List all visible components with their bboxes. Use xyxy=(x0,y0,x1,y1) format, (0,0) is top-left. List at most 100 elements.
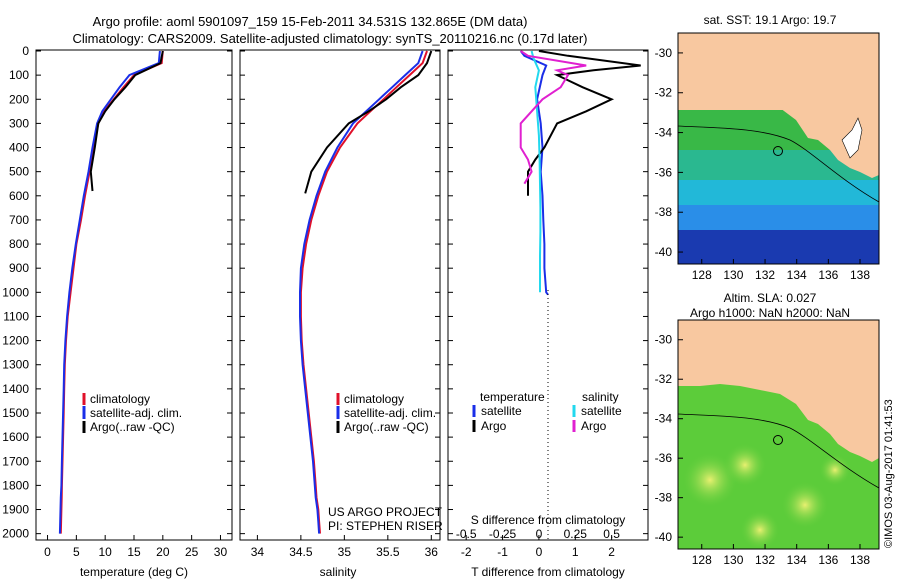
legend-argo-label: Argo(..raw -QC) xyxy=(90,420,175,434)
lon-tick-label: 134 xyxy=(787,553,807,567)
legend-argo-label: Argo(..raw -QC) xyxy=(344,420,429,434)
depth-tick-label: 900 xyxy=(9,261,29,275)
sla-map-title-line1: Altim. SLA: 0.027 xyxy=(724,291,817,305)
legend-s-satellite-label: satellite xyxy=(581,404,622,418)
coastline-land xyxy=(678,33,879,178)
difference-series xyxy=(519,50,641,296)
s-tick-label: 0.25 xyxy=(564,527,588,541)
x-tick-label: 20 xyxy=(156,545,170,559)
x-tick-label: -2 xyxy=(461,545,472,559)
temperature-x-label: temperature (deg C) xyxy=(80,565,188,579)
depth-tick-label: 500 xyxy=(9,165,29,179)
x-tick-label: 0 xyxy=(44,545,51,559)
legend-climatology-label: climatology xyxy=(344,392,404,406)
x-tick-label: 30 xyxy=(214,545,228,559)
lon-tick-label: 138 xyxy=(850,268,870,282)
x-tick-label: 5 xyxy=(73,545,80,559)
credit-line-2: PI: STEPHEN RISER xyxy=(328,519,443,533)
sst-band-mid xyxy=(678,180,879,205)
sla-high-patch xyxy=(723,443,767,487)
x-tick-label: 25 xyxy=(185,545,199,559)
sst-map-title: sat. SST: 19.1 Argo: 19.7 xyxy=(704,13,837,27)
isobath-line xyxy=(678,125,879,203)
legend-s-argo-label: Argo xyxy=(581,419,607,433)
lat-tick-label: -40 xyxy=(655,530,673,544)
salinity-series xyxy=(299,50,433,534)
s-tick-label: 0 xyxy=(536,527,543,541)
series-line-satellite xyxy=(530,50,542,293)
argo-location-marker xyxy=(773,435,783,445)
s-tick-label: -0.5 xyxy=(456,527,477,541)
lat-tick-label: -38 xyxy=(655,205,673,219)
x-tick-label: 36 xyxy=(425,545,439,559)
series-line-satellite-adj-clim- xyxy=(58,50,161,534)
series-line-satellite xyxy=(519,50,549,296)
series-line-argo-raw-qc- xyxy=(89,50,164,192)
depth-tick-label: 800 xyxy=(9,237,29,251)
series-line-argo xyxy=(519,50,587,185)
x-tick-label: -1 xyxy=(497,545,508,559)
lat-tick-label: -30 xyxy=(655,333,673,347)
temperature-x-ticks: 0 5 10 15 20 25 30 xyxy=(44,535,227,559)
depth-axis: 0 100 200 300 400 500 600 700 800 900 1000 1100 1200… xyxy=(2,44,648,541)
salinity-legend: climatology satellite-adj. clim. Argo(..… xyxy=(336,392,436,434)
depth-tick-label: 1700 xyxy=(2,454,29,468)
x-tick-label: 15 xyxy=(127,545,141,559)
depth-tick-label: 1300 xyxy=(2,358,29,372)
figure-title-line2: Climatology: CARS2009. Satellite-adjuste… xyxy=(73,31,588,46)
x-tick-label: 34.5 xyxy=(289,545,313,559)
lat-tick-label: -32 xyxy=(655,372,673,386)
x-tick-label: 10 xyxy=(98,545,112,559)
lon-tick-label: 130 xyxy=(723,553,743,567)
series-line-argo xyxy=(527,50,641,196)
legend-t-satellite-label: satellite xyxy=(481,404,522,418)
salinity-x-label: salinity xyxy=(320,565,357,579)
depth-tick-label: 1600 xyxy=(2,430,29,444)
argo-location-marker xyxy=(773,146,783,156)
x-tick-label: 35.5 xyxy=(376,545,400,559)
lon-tick-label: 138 xyxy=(850,553,870,567)
difference-x-ticks: -2 -1 0 1 2 -0.5 -0.25 0 0.25 0.5 xyxy=(456,527,620,559)
depth-tick-label: 1800 xyxy=(2,478,29,492)
sla-map xyxy=(678,320,879,549)
lon-tick-label: 132 xyxy=(755,268,775,282)
legend-t-argo-label: Argo xyxy=(481,419,507,433)
lon-tick-label: 134 xyxy=(787,268,807,282)
lat-tick-label: -34 xyxy=(655,126,673,140)
lon-tick-label: 130 xyxy=(723,268,743,282)
lon-tick-label: 128 xyxy=(692,553,712,567)
temperature-series xyxy=(58,50,164,534)
sst-map xyxy=(678,33,879,264)
s-tick-label: -0.25 xyxy=(489,527,517,541)
difference-legend: temperature salinity satellite Argo sate… xyxy=(472,390,622,433)
sla-high-patch xyxy=(781,481,829,529)
s-tick-label: 0.5 xyxy=(603,527,620,541)
series-line-argo-raw-qc- xyxy=(304,50,433,194)
x-tick-label: 35 xyxy=(338,545,352,559)
temperature-panel-frame xyxy=(35,49,233,541)
depth-tick-label: 1500 xyxy=(2,406,29,420)
t-difference-label: T difference from climatology xyxy=(471,565,625,579)
depth-tick-label: 1900 xyxy=(2,503,29,517)
series-line-climatology xyxy=(299,50,428,534)
sst-band-cold xyxy=(678,230,879,264)
x-tick-label: 0 xyxy=(536,545,543,559)
depth-tick-label: 100 xyxy=(9,68,29,82)
depth-tick-label: 0 xyxy=(22,44,29,58)
map-axis-ticks: -30 -32 -34 -36 -38 -40 128 130 132 134 136 138 -30 -… xyxy=(655,46,871,567)
legend-satellite-label: satellite-adj. clim. xyxy=(90,406,182,420)
sst-map-frame xyxy=(677,32,880,265)
lat-tick-label: -30 xyxy=(655,46,673,60)
legend-satellite-label: satellite-adj. clim. xyxy=(344,406,436,420)
lat-tick-label: -34 xyxy=(655,412,673,426)
depth-tick-label: 1000 xyxy=(2,285,29,299)
salinity-x-ticks: 34 34.5 35 35.5 36 xyxy=(251,535,439,559)
figure-title-line1: Argo profile: aoml 5901097_159 15-Feb-20… xyxy=(93,14,528,29)
credit-line-1: US ARGO PROJECT xyxy=(328,505,443,519)
depth-tick-label: 700 xyxy=(9,213,29,227)
lat-tick-label: -32 xyxy=(655,86,673,100)
sla-high-patch xyxy=(740,510,780,549)
depth-tick-label: 400 xyxy=(9,141,29,155)
x-tick-label: 2 xyxy=(608,545,615,559)
